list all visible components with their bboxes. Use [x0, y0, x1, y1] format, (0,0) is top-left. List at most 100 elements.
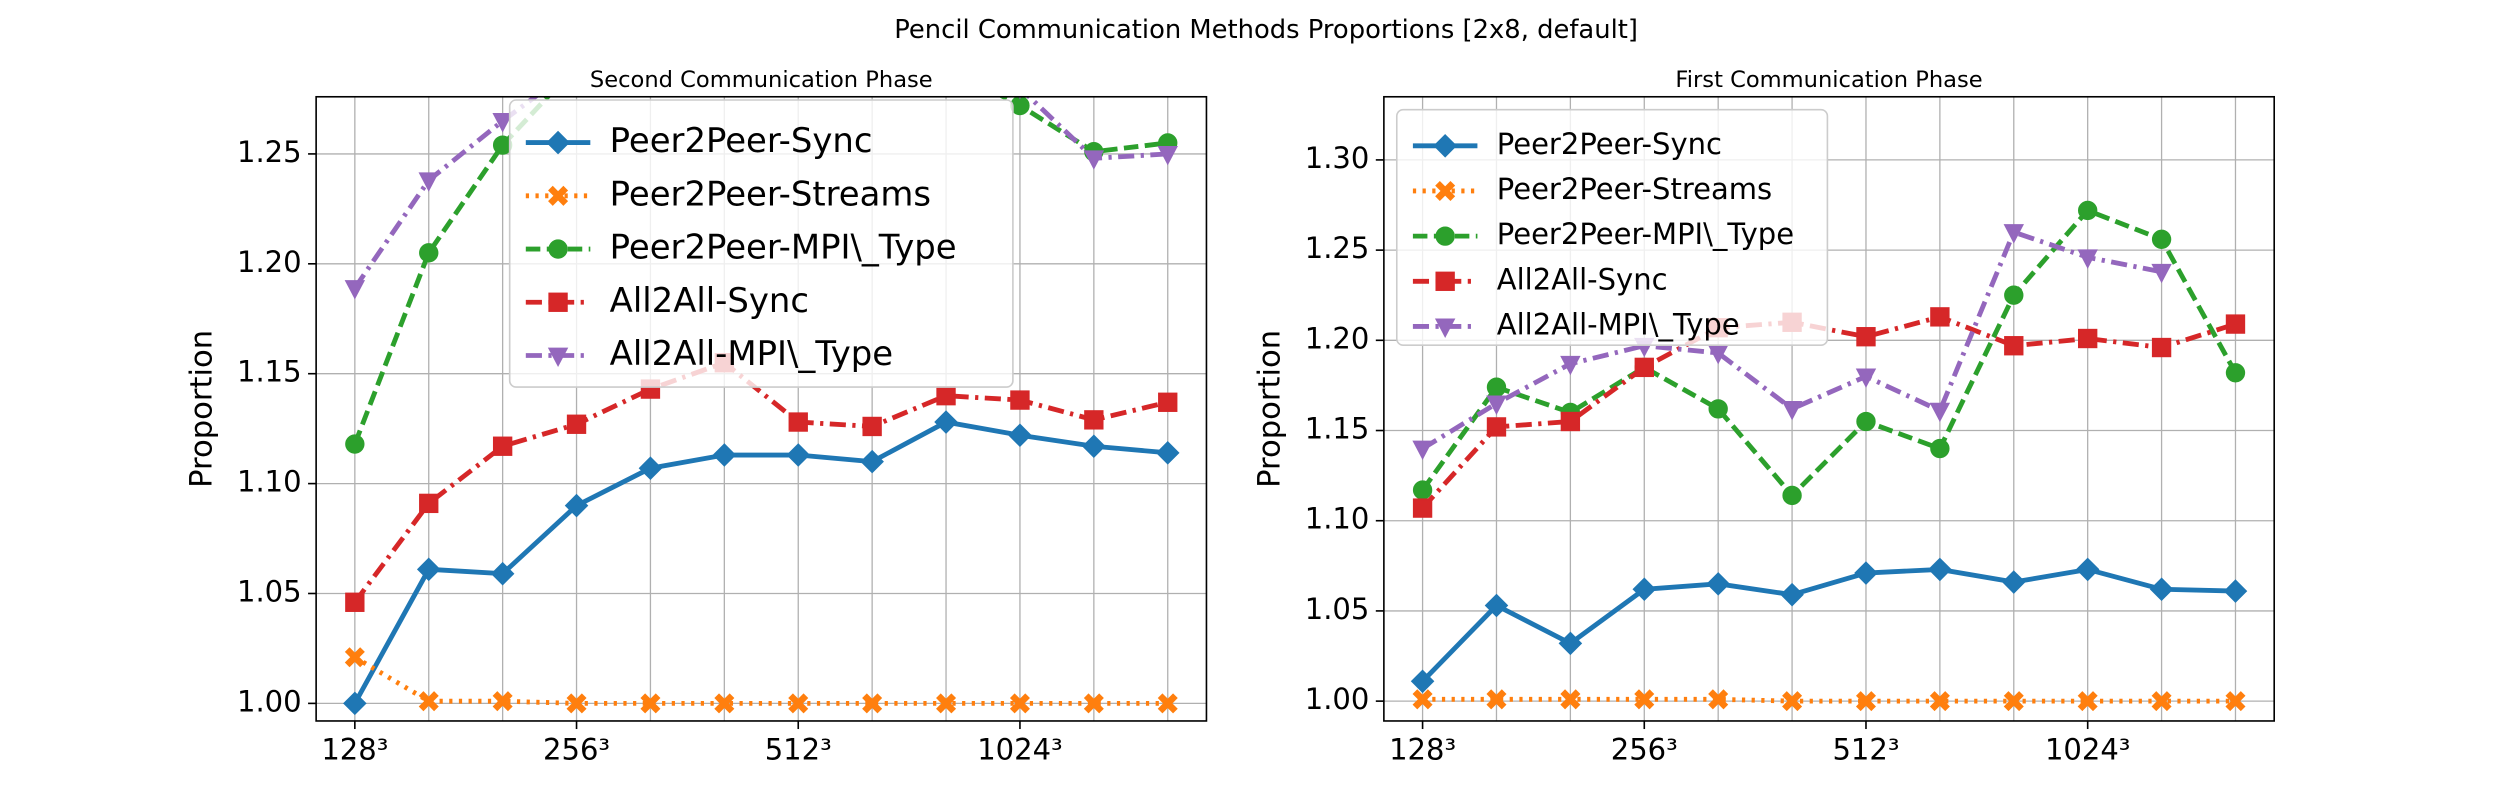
x-tick-label: 1024³ [2045, 733, 2130, 767]
marker [1412, 440, 1433, 461]
marker [2003, 224, 2024, 244]
marker [1009, 693, 1030, 714]
marker [492, 113, 513, 133]
y-axis-label: Proportion [1252, 330, 1287, 488]
marker [548, 185, 569, 206]
marker [1083, 150, 1105, 170]
marker [1412, 480, 1433, 500]
marker [1929, 402, 1951, 423]
series-line [352, 419, 1168, 705]
y-tick-label: 1.00 [1305, 682, 1370, 716]
legend: Peer2Peer-Sync Peer2Peer-Streams Peer2Peer… [1395, 108, 1829, 346]
marker [2004, 336, 2024, 356]
legend-label: All2All-Sync [1497, 262, 1668, 296]
marker [1780, 582, 1804, 607]
x-tick-label: 128³ [321, 733, 388, 767]
marker [548, 292, 568, 312]
marker [1084, 410, 1104, 430]
marker [1560, 689, 1581, 710]
legend-label: Peer2Peer-Streams [1497, 172, 1772, 206]
series-line [1420, 314, 2237, 510]
x-tick-label: 256³ [1611, 733, 1678, 767]
marker [1560, 355, 1581, 376]
marker [1083, 693, 1104, 714]
series-line [1420, 207, 2238, 500]
series-line [1421, 229, 2163, 451]
axes-frame [1383, 95, 2275, 722]
marker [492, 436, 513, 456]
marker [2151, 337, 2172, 358]
x-tick-label: 512³ [765, 733, 832, 767]
marker [714, 693, 735, 714]
marker [1008, 423, 1032, 448]
legend-label: All2All-Sync [610, 281, 809, 320]
marker [566, 693, 587, 714]
marker [862, 416, 882, 437]
marker [492, 135, 513, 155]
y-tick-label: 1.25 [237, 135, 302, 169]
marker [1486, 689, 1507, 710]
marker [2077, 691, 2098, 712]
marker [788, 412, 808, 432]
marker [1410, 669, 1435, 694]
marker [345, 592, 365, 612]
marker [1634, 357, 1654, 378]
marker [1435, 271, 1455, 291]
marker [2001, 570, 2026, 594]
marker [419, 493, 439, 514]
axes-title: First Communication Phase [1675, 67, 1982, 93]
marker [1856, 411, 1876, 432]
marker [2225, 314, 2246, 334]
marker [1158, 392, 1178, 412]
marker [1157, 146, 1178, 166]
y-tick-label: 1.10 [237, 465, 302, 499]
marker [1856, 327, 1876, 347]
marker [546, 130, 570, 155]
marker [1157, 693, 1178, 714]
legend-label: Peer2Peer-MPI\_Type [610, 228, 957, 267]
series-line [352, 96, 1168, 290]
marker [1854, 561, 1878, 585]
marker [1412, 689, 1433, 710]
marker [1782, 485, 1802, 506]
marker [1435, 226, 1455, 246]
marker [712, 443, 737, 467]
y-tick-label: 1.20 [1305, 321, 1370, 355]
marker [2225, 691, 2246, 712]
y-tick-label: 1.15 [1305, 412, 1370, 446]
marker [936, 693, 957, 714]
marker [419, 243, 439, 263]
marker [2151, 691, 2172, 712]
marker [1486, 377, 1507, 397]
marker [934, 410, 958, 434]
marker [2077, 249, 2098, 269]
marker [2225, 363, 2246, 383]
marker [1010, 390, 1030, 410]
marker [1486, 395, 1507, 415]
legend-label: Peer2Peer-MPI\_Type [1497, 217, 1794, 251]
marker [418, 172, 439, 192]
marker [1855, 691, 1876, 712]
legend-label: Peer2Peer-Streams [610, 174, 931, 213]
marker [1782, 691, 1803, 712]
marker [1930, 307, 1950, 327]
marker [2078, 200, 2098, 221]
series-line [352, 96, 1169, 445]
legend-label: Peer2Peer-Sync [1497, 127, 1722, 161]
y-tick-label: 1.25 [1305, 231, 1370, 265]
marker [1708, 689, 1729, 710]
x-tick-label: 256³ [543, 733, 610, 767]
y-tick-label: 1.05 [237, 574, 302, 608]
marker [1558, 631, 1583, 656]
y-axis-label: Proportion [185, 330, 220, 488]
marker [862, 693, 883, 714]
marker [566, 414, 587, 434]
marker [418, 691, 439, 712]
marker [1929, 691, 1950, 712]
marker [788, 693, 809, 714]
legend-box [508, 99, 1014, 388]
marker [1634, 689, 1655, 710]
axes-title: Second Communication Phase [590, 67, 933, 93]
